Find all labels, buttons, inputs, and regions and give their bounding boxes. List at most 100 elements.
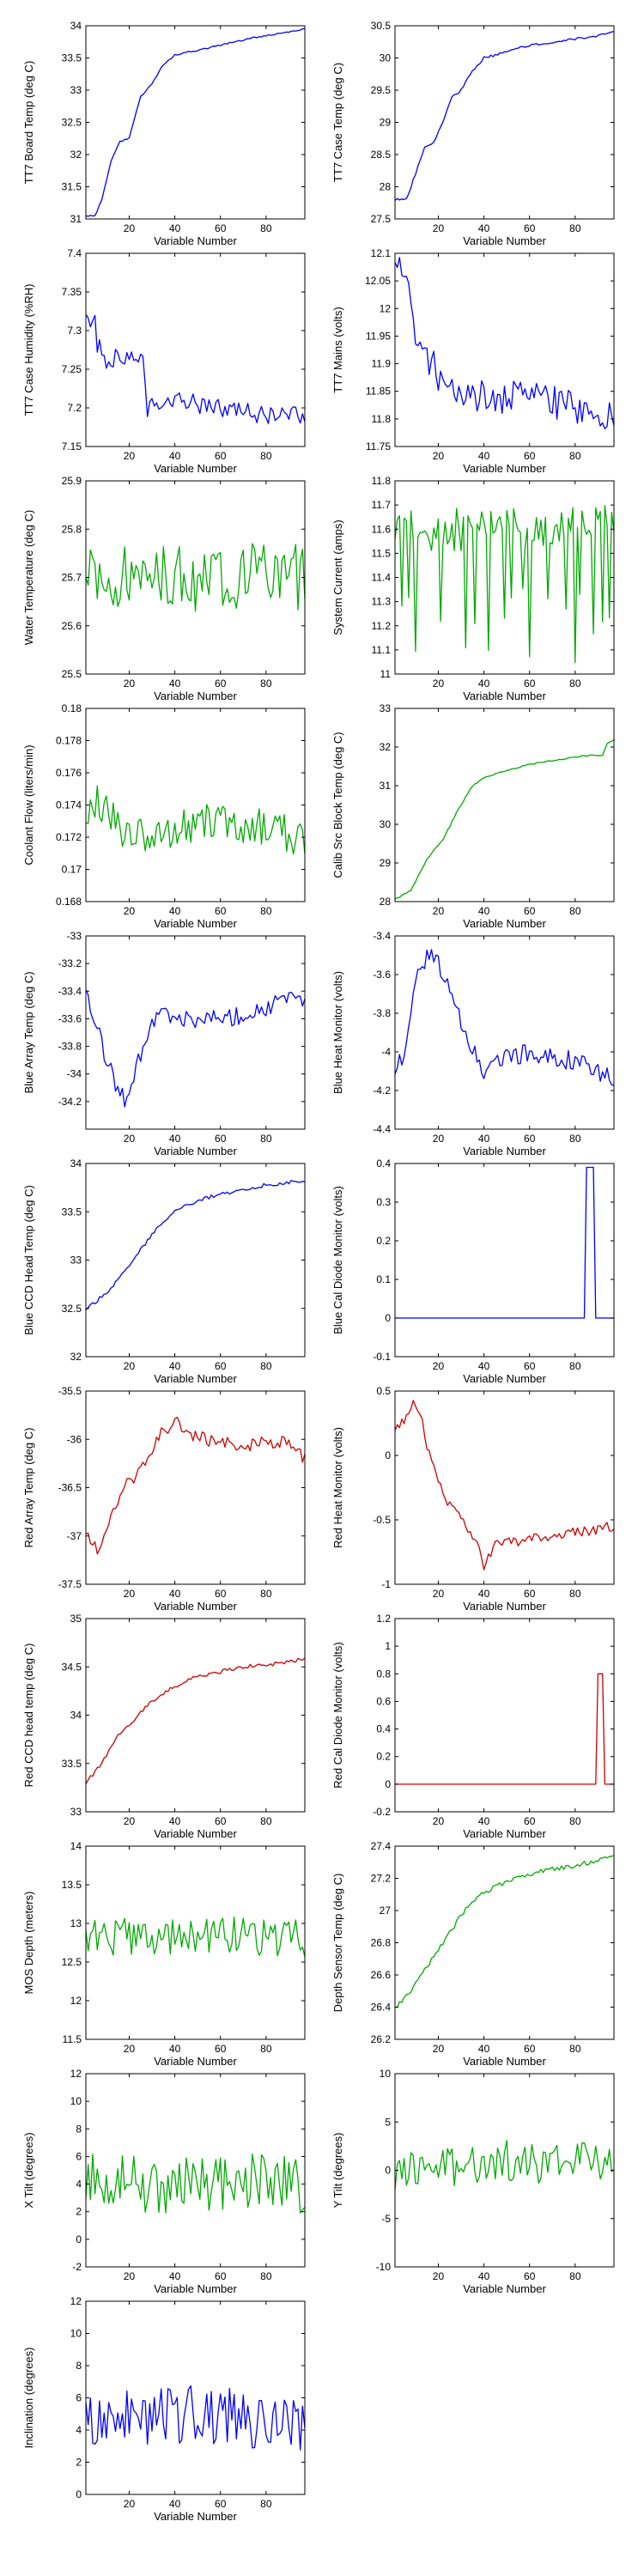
x-axis-label: Variable Number — [463, 2282, 546, 2295]
y-tick-label: 0 — [76, 2488, 82, 2500]
y-tick-label: -2 — [72, 2261, 82, 2273]
y-axis-label: Blue Cal Diode Monitor (volts) — [331, 1186, 344, 1334]
axes-box — [394, 1390, 615, 1585]
x-tick-label: 40 — [478, 450, 490, 462]
x-tick-label: 40 — [478, 905, 490, 917]
series-line — [85, 785, 306, 855]
y-tick-label: 28 — [380, 181, 392, 193]
y-tick-label: 6 — [76, 2392, 82, 2404]
chart-13: 20 40 60 80 -37.5 -37 -36.5 -36 -35.5 Variable Nu… — [22, 1385, 306, 1613]
chart-6: 20 40 60 80 11 11.1 11.2 11.3 11.4 11.5 11.6 11.7 11… — [331, 475, 615, 702]
y-tick-label: 30.5 — [371, 20, 392, 32]
x-tick-label: 20 — [124, 1588, 136, 1600]
y-tick-label: 0.1 — [376, 1273, 391, 1285]
y-tick-label: 0.2 — [376, 1235, 391, 1247]
y-tick-label: 26.4 — [371, 2002, 392, 2014]
y-tick-label: 7.3 — [67, 325, 82, 337]
y-tick-label: 11.7 — [372, 499, 392, 511]
x-tick-label: 80 — [260, 2043, 272, 2055]
y-tick-label: 28 — [380, 896, 392, 908]
x-tick-label: 60 — [215, 677, 227, 690]
x-tick-label: 80 — [569, 450, 581, 462]
y-tick-label: 0.4 — [376, 1723, 391, 1735]
series-line — [394, 257, 615, 430]
y-tick-label: 0.4 — [376, 1157, 391, 1170]
x-tick-label: 40 — [169, 2270, 181, 2282]
x-tick-label: 20 — [124, 2498, 136, 2510]
x-tick-label: 80 — [260, 1360, 272, 1372]
series-line — [394, 2140, 615, 2190]
y-tick-label: 0 — [385, 1778, 391, 1790]
x-tick-label: 60 — [215, 2270, 227, 2282]
series-line — [394, 505, 615, 664]
y-axis-label: Blue Heat Monitor (volts) — [331, 971, 344, 1094]
y-tick-label: -5 — [381, 2213, 391, 2225]
x-tick-label: 60 — [215, 222, 227, 234]
chart-5: 20 40 60 80 25.5 25.6 25.7 25.8 25.9 Variable Num… — [22, 475, 306, 702]
x-tick-label: 40 — [478, 1360, 490, 1372]
y-tick-label: 12.5 — [62, 1956, 82, 1968]
y-tick-label: 29 — [380, 117, 392, 129]
y-tick-label: 0.8 — [376, 1668, 391, 1680]
y-tick-label: -33.2 — [58, 957, 82, 969]
x-axis-label: Variable Number — [463, 690, 546, 702]
x-tick-label: 20 — [124, 450, 136, 462]
y-tick-label: 0 — [76, 2233, 82, 2245]
x-tick-label: 60 — [215, 905, 227, 917]
y-tick-label: 14 — [70, 1840, 82, 1852]
chart-21: 20 40 60 80 0 2 4 6 8 10 12 Variable Number Inclinat… — [22, 2295, 306, 2523]
y-tick-label: 25.8 — [62, 523, 82, 535]
series-line — [85, 313, 306, 424]
y-tick-label: 0.178 — [56, 735, 82, 747]
series-line — [394, 31, 615, 201]
y-tick-label: 33.5 — [62, 52, 82, 64]
y-tick-label: 28.5 — [371, 149, 392, 161]
x-tick-label: 40 — [169, 2043, 181, 2055]
axes-box — [85, 935, 306, 1130]
x-tick-label: 40 — [478, 2270, 490, 2282]
y-tick-label: 26.8 — [371, 1937, 392, 1949]
x-tick-label: 40 — [478, 222, 490, 234]
y-tick-label: 30 — [380, 818, 392, 830]
x-tick-label: 80 — [260, 2270, 272, 2282]
y-axis-label: Depth Sensor Temp (deg C) — [331, 1874, 344, 2013]
y-tick-label: 7.25 — [62, 363, 82, 375]
y-tick-label: -34.2 — [58, 1096, 82, 1108]
x-axis-label: Variable Number — [463, 917, 546, 930]
y-tick-label: -35.5 — [58, 1385, 82, 1397]
x-tick-label: 20 — [124, 1815, 136, 1827]
x-tick-label: 40 — [478, 2043, 490, 2055]
y-tick-label: 32 — [70, 1351, 82, 1363]
y-tick-label: 25.5 — [62, 668, 82, 680]
y-tick-label: 31 — [380, 780, 392, 792]
y-axis-label: X Tilt (degrees) — [22, 2132, 35, 2208]
y-axis-label: Red Array Temp (deg C) — [22, 1428, 35, 1548]
x-tick-label: 60 — [524, 905, 536, 917]
x-tick-label: 20 — [433, 1815, 445, 1827]
y-tick-label: 11.3 — [372, 596, 392, 608]
x-tick-label: 80 — [260, 450, 272, 462]
y-tick-label: 8 — [76, 2123, 82, 2135]
y-tick-label: -37.5 — [58, 1578, 82, 1590]
x-tick-label: 20 — [433, 222, 445, 234]
y-tick-label: 11 — [380, 668, 392, 680]
x-tick-label: 80 — [260, 1133, 272, 1145]
chart-10: 20 40 60 80 -4.4 -4.2 -4 -3.8 -3.6 -3.4 Variable N… — [331, 930, 615, 1157]
y-tick-label: -33.4 — [58, 985, 82, 997]
y-tick-label: 2 — [76, 2206, 82, 2218]
x-tick-label: 20 — [124, 677, 136, 690]
y-tick-label: 31.5 — [62, 181, 82, 193]
chart-4: 20 40 60 80 11.75 11.8 11.85 11.9 11.95 12 12.05 12… — [331, 247, 615, 475]
x-tick-label: 20 — [124, 2043, 136, 2055]
y-tick-label: 11.95 — [366, 330, 391, 342]
x-tick-label: 20 — [433, 1133, 445, 1145]
y-tick-label: 30 — [380, 52, 392, 64]
chart-7: 20 40 60 80 0.168 0.17 0.172 0.174 0.176 0.178 0.1… — [22, 702, 306, 930]
x-tick-label: 80 — [569, 1360, 581, 1372]
x-tick-label: 20 — [433, 905, 445, 917]
x-tick-label: 60 — [215, 1815, 227, 1827]
chart-16: 20 40 60 80 -0.2 0 0.2 0.4 0.6 0.8 1 1.2 Variable Nu… — [331, 1613, 615, 1840]
chart-17: 20 40 60 80 11.5 12 12.5 13 13.5 14 Variable Numbe… — [22, 1840, 306, 2068]
x-tick-label: 60 — [215, 1360, 227, 1372]
y-axis-label: Coolant Flow (liters/min) — [22, 744, 35, 865]
